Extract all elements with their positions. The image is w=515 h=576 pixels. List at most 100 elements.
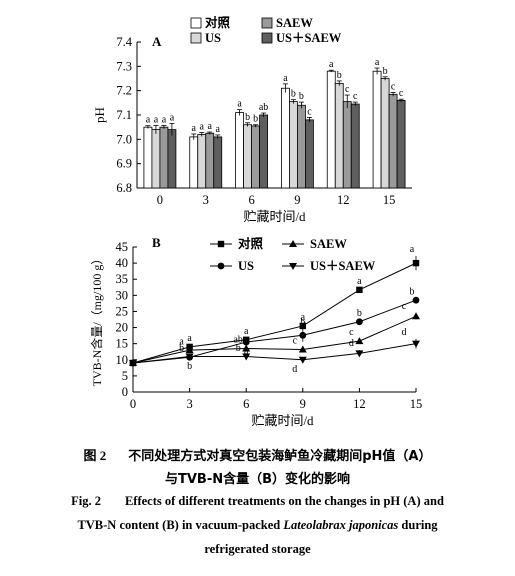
caption-cn-text-1: 不同处理方式对真空包装海鲈鱼冷藏期间pH值（A） — [128, 449, 432, 464]
significance-letter: b — [300, 317, 305, 328]
x-tick-label: 0 — [130, 397, 136, 411]
x-tick-label: 9 — [300, 397, 306, 411]
caption-en-figure-number: Fig. 2 — [71, 494, 101, 508]
x-axis-title: 贮藏时间/d — [251, 413, 314, 428]
significance-letter: ab — [233, 335, 242, 346]
y-tick-label: 6.9 — [116, 157, 132, 171]
bar — [380, 78, 390, 189]
y-tick-label: 35 — [116, 272, 129, 286]
significance-letter: b — [236, 343, 241, 354]
significance-letter: b — [410, 287, 415, 298]
panel-label: A — [152, 34, 162, 49]
data-point — [355, 350, 364, 358]
caption-en-line-3: refrigerated storage — [0, 542, 515, 557]
bar — [289, 101, 298, 189]
significance-letter: c — [353, 91, 358, 102]
bar — [213, 136, 223, 189]
x-tick-label: 12 — [337, 193, 350, 207]
bar — [372, 70, 382, 189]
data-point — [356, 286, 363, 294]
bar — [396, 100, 406, 189]
bar — [189, 136, 199, 189]
bar — [342, 101, 352, 189]
significance-letter: b — [245, 112, 250, 123]
data-point — [356, 318, 363, 326]
bar — [151, 129, 161, 189]
data-point — [355, 337, 364, 345]
bar — [143, 126, 153, 189]
data-point — [129, 360, 137, 367]
significance-letter: a — [244, 326, 249, 337]
legend-swatch — [190, 17, 202, 29]
y-axis-title: pH — [92, 107, 107, 123]
data-point — [298, 345, 307, 353]
x-tick-label: 9 — [294, 193, 300, 207]
significance-letter: c — [391, 81, 396, 92]
significance-letter: a — [179, 337, 184, 348]
y-tick-label: 7.4 — [116, 35, 132, 49]
caption-en-line-1: Fig. 2 Effects of different treatments on… — [0, 494, 515, 509]
caption-en-text-1: Effects of different treatments on the c… — [124, 494, 444, 508]
y-axis-title: TVB-N含量/（mg/100 g） — [89, 253, 104, 387]
legend-label: 对照 — [205, 15, 231, 30]
bar — [388, 93, 398, 189]
y-tick-label: 10 — [116, 353, 129, 367]
series-line — [132, 299, 417, 364]
significance-letter: d — [292, 364, 297, 375]
bar — [159, 126, 169, 189]
y-tick-label: 25 — [116, 304, 129, 318]
significance-letter: d — [349, 338, 354, 349]
bar — [305, 119, 314, 189]
y-tick-label: 5 — [122, 369, 128, 383]
x-tick-label: 12 — [353, 397, 366, 411]
legend-label: 对照 — [238, 236, 264, 251]
legend-swatch — [261, 32, 273, 44]
data-point — [242, 353, 251, 361]
significance-letter: b — [187, 361, 192, 372]
significance-letter: a — [410, 244, 415, 255]
data-point — [412, 259, 420, 267]
bar — [259, 114, 268, 189]
bar — [235, 112, 244, 189]
legend-swatch — [190, 32, 202, 44]
significance-letter: a — [192, 123, 197, 134]
significance-letter: c — [293, 336, 298, 347]
bar — [197, 134, 207, 189]
y-tick-label: 7.0 — [116, 132, 132, 146]
significance-letter: a — [357, 276, 362, 287]
significance-letter: b — [357, 308, 362, 319]
legend-swatch — [261, 17, 273, 29]
significance-letter: a — [200, 122, 205, 133]
x-tick-label: 15 — [410, 397, 423, 411]
significance-letter: a — [170, 113, 175, 124]
significance-letter: c — [307, 106, 312, 117]
bar — [326, 70, 336, 189]
bar — [350, 103, 360, 189]
series-line — [132, 343, 417, 364]
caption-en-text-2b: during — [398, 518, 438, 532]
y-tick-label: 20 — [116, 321, 129, 335]
x-tick-label: 0 — [157, 193, 163, 207]
caption-cn-line-2: 与TVB-N含量（B）变化的影响 — [0, 468, 515, 487]
legend-label: US — [238, 259, 254, 273]
significance-letter: a — [187, 333, 192, 344]
data-point — [412, 296, 420, 304]
bar — [334, 82, 344, 189]
data-point — [298, 356, 307, 364]
significance-letter: a — [329, 59, 334, 70]
significance-letter: b — [337, 70, 342, 81]
y-tick-label: 7.3 — [116, 59, 132, 73]
legend-marker — [289, 240, 297, 247]
x-tick-label: 3 — [203, 193, 209, 207]
legend-label: US＋SAEW — [276, 31, 342, 45]
significance-letter: c — [349, 327, 354, 338]
significance-letter: a — [237, 99, 242, 110]
legend-marker — [217, 240, 225, 248]
data-point — [299, 322, 306, 330]
data-point — [185, 353, 194, 361]
bar — [205, 132, 215, 189]
y-tick-label: 45 — [116, 240, 129, 254]
data-point — [242, 338, 250, 346]
significance-letter: b — [383, 66, 388, 77]
legend-marker — [217, 262, 225, 270]
